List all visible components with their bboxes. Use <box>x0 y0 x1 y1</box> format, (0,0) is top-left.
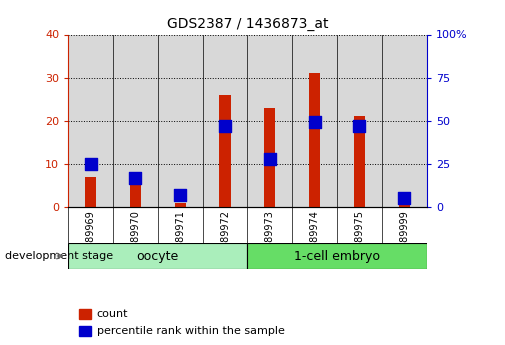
Bar <box>309 73 320 207</box>
Text: 1-cell embryo: 1-cell embryo <box>294 250 380 263</box>
Bar <box>130 186 141 207</box>
Point <box>266 156 274 161</box>
Text: count: count <box>97 309 128 319</box>
Bar <box>113 34 158 207</box>
Point <box>176 192 184 198</box>
Text: GSM89975: GSM89975 <box>355 210 365 263</box>
Text: GSM89999: GSM89999 <box>399 210 410 263</box>
Bar <box>382 34 427 207</box>
Bar <box>158 34 203 207</box>
Text: oocyte: oocyte <box>137 250 179 263</box>
Point <box>400 196 409 201</box>
Bar <box>354 117 365 207</box>
FancyBboxPatch shape <box>68 243 247 269</box>
Bar <box>220 95 231 207</box>
Bar <box>292 34 337 207</box>
Bar <box>203 34 247 207</box>
Text: development stage: development stage <box>5 251 113 261</box>
Bar <box>68 34 113 207</box>
Point <box>131 175 139 180</box>
Bar <box>399 203 410 207</box>
FancyBboxPatch shape <box>247 243 427 269</box>
Text: percentile rank within the sample: percentile rank within the sample <box>97 326 285 336</box>
Bar <box>85 177 96 207</box>
Bar <box>175 203 186 207</box>
Text: GSM89972: GSM89972 <box>220 210 230 263</box>
Text: GSM89969: GSM89969 <box>85 210 95 263</box>
Bar <box>79 326 91 336</box>
Point <box>356 123 364 129</box>
Point <box>86 161 94 167</box>
Bar <box>264 108 275 207</box>
Bar <box>79 309 91 319</box>
Title: GDS2387 / 1436873_at: GDS2387 / 1436873_at <box>167 17 328 31</box>
Text: GSM89973: GSM89973 <box>265 210 275 263</box>
Point <box>311 120 319 125</box>
Text: GSM89970: GSM89970 <box>130 210 140 263</box>
Point <box>221 123 229 129</box>
Text: GSM89971: GSM89971 <box>175 210 185 263</box>
Bar <box>247 34 292 207</box>
Bar <box>337 34 382 207</box>
Text: GSM89974: GSM89974 <box>310 210 320 263</box>
